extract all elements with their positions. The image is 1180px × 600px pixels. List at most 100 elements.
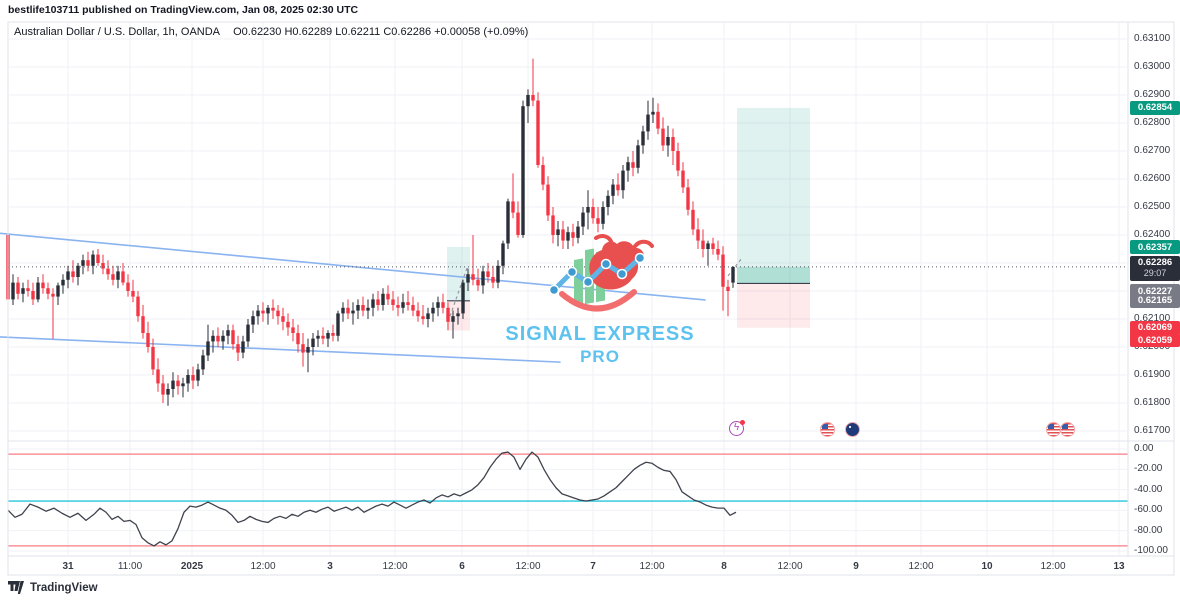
candle-body[interactable]: [406, 302, 410, 305]
candle-body[interactable]: [671, 137, 675, 151]
candle-body[interactable]: [26, 288, 30, 291]
candle-body[interactable]: [576, 226, 580, 238]
candle-body[interactable]: [11, 282, 15, 300]
candle-body[interactable]: [601, 207, 605, 224]
candle-body[interactable]: [131, 291, 135, 297]
candle-body[interactable]: [41, 282, 45, 289]
candle-body[interactable]: [331, 333, 335, 336]
candle-body[interactable]: [236, 344, 240, 353]
time-axis-label[interactable]: 12:00: [515, 561, 541, 572]
candle-body[interactable]: [526, 95, 530, 107]
candle-body[interactable]: [701, 240, 705, 249]
candle-body[interactable]: [586, 207, 590, 213]
economic-event-flag-us-icon[interactable]: [820, 422, 835, 437]
candle-body[interactable]: [171, 380, 175, 389]
candle-body[interactable]: [121, 271, 125, 283]
candle-body[interactable]: [251, 316, 255, 325]
candle-body[interactable]: [441, 302, 445, 308]
candle-body[interactable]: [466, 274, 470, 283]
candle-body[interactable]: [506, 201, 510, 244]
candle-body[interactable]: [81, 260, 85, 266]
time-axis-label[interactable]: 12:00: [1040, 561, 1066, 572]
candle-body[interactable]: [646, 114, 650, 132]
candle-body[interactable]: [411, 305, 415, 311]
candle-body[interactable]: [246, 324, 250, 342]
candle-body[interactable]: [346, 307, 350, 314]
candle-body[interactable]: [141, 316, 145, 333]
candle-body[interactable]: [461, 282, 465, 314]
candle-body[interactable]: [231, 330, 235, 345]
candle-body[interactable]: [256, 310, 260, 317]
candle-body[interactable]: [481, 271, 485, 286]
candle-body[interactable]: [546, 184, 550, 216]
candle-body[interactable]: [721, 254, 725, 287]
stop-zone[interactable]: [737, 283, 810, 328]
candle-body[interactable]: [686, 187, 690, 210]
candle-body[interactable]: [531, 95, 535, 101]
candle-body[interactable]: [421, 316, 425, 319]
candle-body[interactable]: [551, 215, 555, 235]
candle-body[interactable]: [281, 316, 285, 322]
candle-body[interactable]: [216, 335, 220, 342]
candle-body[interactable]: [301, 344, 305, 353]
candle-body[interactable]: [656, 111, 660, 129]
candle-body[interactable]: [566, 232, 570, 241]
candle-body[interactable]: [501, 243, 505, 266]
candle-body[interactable]: [66, 271, 70, 280]
candle-body[interactable]: [101, 263, 105, 269]
economic-event-flash-icon[interactable]: ϟ: [729, 420, 745, 436]
candle-body[interactable]: [221, 335, 225, 342]
candle-body[interactable]: [376, 299, 380, 305]
candle-body[interactable]: [356, 305, 360, 311]
candle-body[interactable]: [266, 307, 270, 314]
candle-body[interactable]: [496, 265, 500, 283]
time-axis-label[interactable]: 8: [721, 561, 727, 572]
candle-body[interactable]: [291, 327, 295, 333]
candle-body[interactable]: [561, 229, 565, 241]
candle-body[interactable]: [401, 302, 405, 308]
candle-body[interactable]: [446, 307, 450, 322]
candle-body[interactable]: [571, 232, 575, 238]
economic-event-flag-us-icon[interactable]: [1060, 422, 1075, 437]
candle-body[interactable]: [396, 305, 400, 308]
candle-body[interactable]: [191, 375, 195, 381]
candle-body[interactable]: [321, 335, 325, 339]
candle-body[interactable]: [706, 243, 710, 249]
candle-body[interactable]: [726, 286, 730, 291]
candle-body[interactable]: [426, 313, 430, 319]
candle-body[interactable]: [306, 347, 310, 353]
candle-body[interactable]: [451, 316, 455, 322]
time-axis-label[interactable]: 3: [327, 561, 333, 572]
candle-body[interactable]: [316, 335, 320, 339]
candle-body[interactable]: [431, 307, 435, 314]
candle-body[interactable]: [556, 229, 560, 235]
candle-body[interactable]: [386, 293, 390, 300]
trendline[interactable]: [0, 336, 561, 363]
time-axis-label[interactable]: 12:00: [250, 561, 276, 572]
candle-body[interactable]: [456, 313, 460, 317]
time-axis-label[interactable]: 12:00: [639, 561, 665, 572]
candle-body[interactable]: [116, 271, 120, 280]
candle-body[interactable]: [326, 333, 330, 339]
candle-body[interactable]: [76, 265, 80, 277]
candle-body[interactable]: [176, 380, 180, 387]
candle-body[interactable]: [361, 305, 365, 311]
chart-legend[interactable]: Australian Dollar / U.S. Dollar, 1h, OAN…: [14, 26, 528, 38]
candle-body[interactable]: [21, 288, 25, 294]
candle-body[interactable]: [651, 111, 655, 115]
candle-body[interactable]: [616, 184, 620, 191]
time-axis-label[interactable]: 9: [853, 561, 859, 572]
candle-body[interactable]: [186, 375, 190, 384]
candle-body[interactable]: [731, 266, 735, 283]
candle-body[interactable]: [716, 249, 720, 255]
candle-body[interactable]: [196, 369, 200, 381]
candle-body[interactable]: [696, 229, 700, 241]
candle-body[interactable]: [126, 282, 130, 291]
time-axis-label[interactable]: 12:00: [908, 561, 934, 572]
candle-body[interactable]: [711, 243, 715, 249]
candle-body[interactable]: [641, 131, 645, 146]
time-axis-label[interactable]: 12:00: [777, 561, 803, 572]
candle-body[interactable]: [181, 383, 185, 387]
candle-body[interactable]: [166, 389, 170, 395]
candle-body[interactable]: [621, 170, 625, 191]
